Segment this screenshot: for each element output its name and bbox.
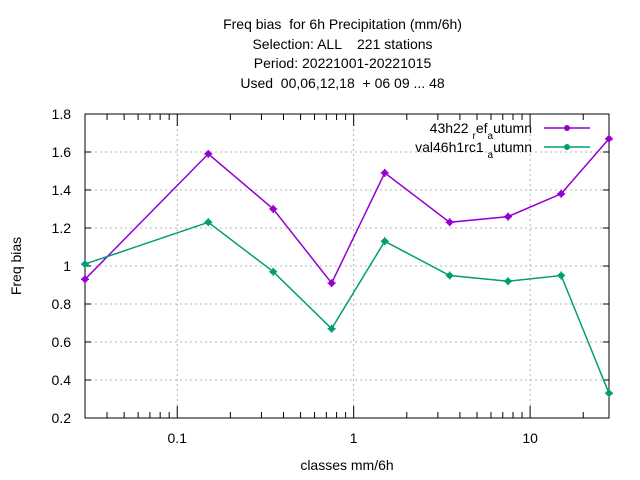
legend-label-part: 43h22 bbox=[430, 120, 473, 136]
legend-label-part: utumn bbox=[493, 139, 532, 155]
data-point-marker bbox=[81, 275, 89, 284]
series-2 bbox=[81, 218, 613, 398]
y-axis-label: Freq bias bbox=[8, 237, 24, 295]
y-tick-label: 0.6 bbox=[52, 334, 72, 350]
legend-label-part: a bbox=[488, 131, 494, 142]
data-point-marker bbox=[504, 277, 513, 286]
data-point-marker bbox=[204, 149, 213, 158]
series-line bbox=[84, 221, 610, 394]
series-layer bbox=[81, 134, 613, 398]
data-point-marker bbox=[605, 134, 613, 143]
y-tick-label: 1.2 bbox=[52, 220, 72, 236]
legend-item-2: val46h1rc1 autumn bbox=[415, 139, 590, 161]
x-tick-label: 10 bbox=[522, 430, 538, 446]
chart-subtitle-used: Used 00,06,12,18 + 06 09 ... 48 bbox=[240, 75, 445, 91]
legend-item-1: 43h22 refautumn bbox=[430, 120, 590, 142]
chart-title: Freq bias for 6h Precipitation (mm/6h) bbox=[223, 16, 462, 32]
x-axis-label: classes mm/6h bbox=[300, 457, 393, 473]
data-point-marker bbox=[327, 324, 336, 333]
data-point-marker bbox=[269, 267, 278, 276]
x-tick-label: 0.1 bbox=[168, 430, 188, 446]
data-point-marker bbox=[445, 271, 454, 280]
data-point-marker bbox=[269, 205, 278, 213]
y-tick-label: 1.4 bbox=[52, 182, 72, 198]
legend-marker bbox=[564, 144, 570, 150]
y-tick-label: 0.2 bbox=[52, 410, 72, 426]
data-point-marker bbox=[81, 260, 89, 269]
legend-label-part: a bbox=[488, 150, 494, 161]
data-point-marker bbox=[204, 218, 213, 227]
y-tick-label: 1 bbox=[63, 258, 71, 274]
data-point-marker bbox=[504, 212, 513, 221]
data-point-marker bbox=[380, 237, 389, 246]
x-tick-label: 1 bbox=[350, 430, 358, 446]
chart-subtitle-selection: Selection: ALL 221 stations bbox=[252, 36, 433, 52]
legend-label: 43h22 refautumn bbox=[430, 120, 532, 142]
y-tick-label: 1.8 bbox=[52, 106, 72, 122]
data-point-marker bbox=[327, 279, 336, 288]
legend-label: val46h1rc1 autumn bbox=[415, 139, 532, 161]
y-tick-label: 0.8 bbox=[52, 296, 72, 312]
data-point-marker bbox=[445, 218, 454, 227]
legend-label-part: r bbox=[472, 131, 476, 142]
legend-label-part: val46h1rc1 bbox=[415, 139, 487, 155]
data-point-marker bbox=[557, 271, 566, 280]
legend-label-part: ef bbox=[476, 120, 488, 136]
data-point-marker bbox=[605, 389, 613, 398]
data-point-marker bbox=[380, 168, 389, 177]
x-axis: 0.1 1 10 bbox=[106, 114, 584, 446]
series-1 bbox=[81, 134, 613, 288]
grid bbox=[85, 114, 609, 418]
legend-label-part: utumn bbox=[493, 120, 532, 136]
y-tick-label: 0.4 bbox=[52, 372, 72, 388]
y-axis: 0.2 0.4 0.6 0.8 1 1.2 1.4 1.6 1.8 bbox=[52, 106, 609, 426]
chart-subtitle-period: Period: 20221001-20221015 bbox=[253, 55, 432, 71]
legend-marker bbox=[564, 125, 570, 131]
y-tick-label: 1.6 bbox=[52, 144, 72, 160]
data-point-marker bbox=[557, 189, 566, 198]
